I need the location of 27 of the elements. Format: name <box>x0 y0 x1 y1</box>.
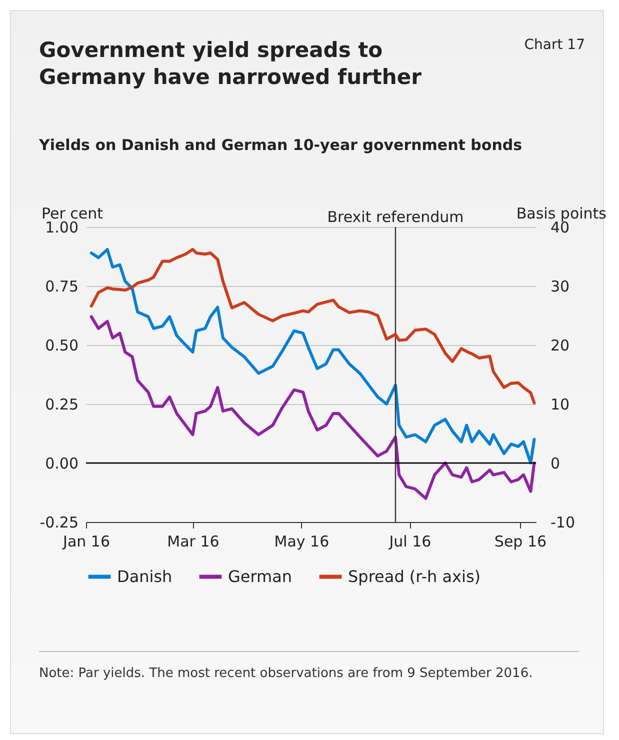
x-tick-label: Sep 16 <box>494 532 547 550</box>
y2-tick-label: 10 <box>550 396 570 414</box>
y2-axis-title: Basis points <box>516 204 607 222</box>
x-tick-label: Mar 16 <box>167 532 220 550</box>
y-tick-label: -0.25 <box>40 514 78 532</box>
y-tick-label: 0.50 <box>45 336 78 354</box>
x-tick-label: Jul 16 <box>388 532 432 550</box>
text: Note: Par yields. The most recent observations are from 9 September 2016. <box>39 665 534 683</box>
line-series <box>90 248 536 464</box>
x-tick-label: May 16 <box>274 532 330 550</box>
x-tick-label: Jan 16 <box>62 532 110 550</box>
legend-label: German <box>228 566 292 586</box>
y-tick-label: 0.00 <box>45 454 78 472</box>
y2-tick-label: 20 <box>550 336 570 354</box>
y-tick-label: 0.25 <box>45 396 78 414</box>
chart-title: Government yield spreads to Germany have narrowed further <box>39 37 422 91</box>
y2-tick-label: 30 <box>550 278 570 296</box>
legend-label: Spread (r-h axis) <box>348 566 481 586</box>
line-series <box>90 315 536 500</box>
y-tick-label: 0.75 <box>45 278 78 296</box>
chart-subtitle: Yields on Danish and German 10-year government bonds <box>39 136 522 154</box>
y2-tick-label: 0 <box>550 454 560 472</box>
line-series <box>90 248 536 404</box>
ref-line-label: Brexit referendum <box>327 208 464 226</box>
legend-label: Danish <box>117 566 172 586</box>
caption: Chart 17 <box>524 37 585 53</box>
y2-tick-label: -10 <box>550 514 575 532</box>
